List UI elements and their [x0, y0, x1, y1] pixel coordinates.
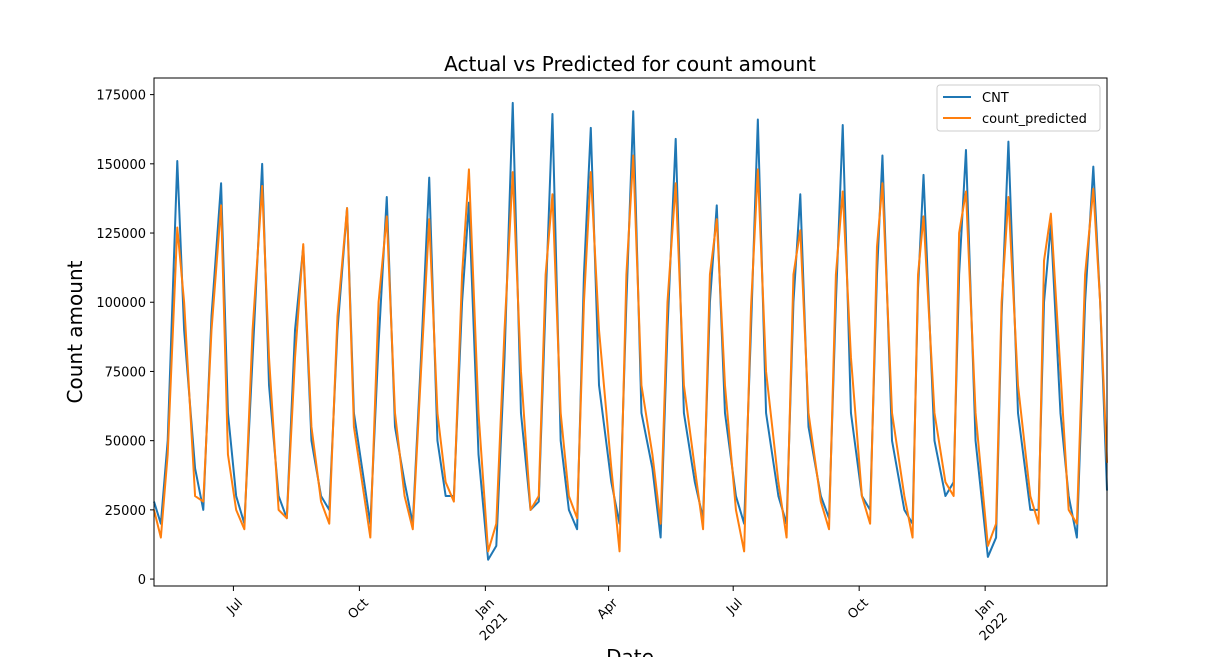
- x-tick-label: Jul: [723, 596, 745, 618]
- legend-label: count_predicted: [982, 112, 1087, 127]
- y-tick-label: 0: [138, 573, 146, 588]
- y-tick-label: 150000: [96, 158, 146, 173]
- axes-frame: [153, 77, 1108, 587]
- legend-label: CNT: [982, 91, 1009, 106]
- plot-area: [153, 101, 1108, 561]
- y-tick-label: 25000: [105, 504, 146, 519]
- y-tick-label: 50000: [105, 435, 146, 450]
- x-axis-label: Date: [606, 645, 654, 657]
- y-tick-label: 100000: [96, 296, 146, 311]
- x-tick-label: Jul: [223, 596, 245, 618]
- y-tick-label: 175000: [96, 89, 146, 104]
- y-tick-label: 125000: [96, 227, 146, 242]
- x-tick-label: Apr: [595, 595, 622, 622]
- x-tick-label: Oct: [845, 596, 872, 623]
- y-axis-label: Count amount: [63, 260, 87, 403]
- chart-title: Actual vs Predicted for count amount: [444, 52, 816, 76]
- series-line: [153, 154, 1108, 553]
- x-tick-label: Oct: [345, 596, 372, 623]
- legend-box: [936, 84, 1101, 132]
- y-tick-label: 75000: [105, 365, 146, 380]
- legend: CNT count_predicted: [936, 84, 1101, 132]
